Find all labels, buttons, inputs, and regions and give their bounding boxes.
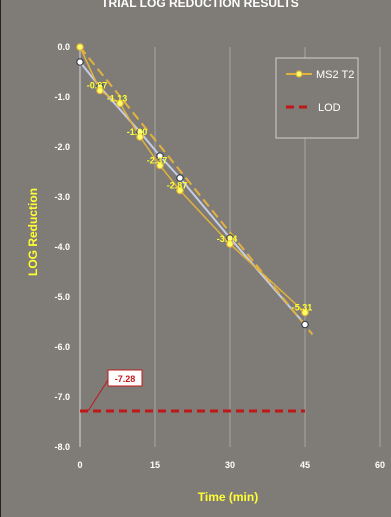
ms2-point (226, 240, 234, 248)
legend-marker-ms2 (295, 70, 303, 78)
ms2-series-line (79, 46, 306, 314)
x-axis-title: Time (min) (198, 490, 258, 504)
lod-callout-leader (87, 379, 109, 412)
ms2-data-label: -1.13 (107, 94, 128, 104)
labels-layer: -0.87 -1.13 -1.80 -2.37 -2.87 -3.94 -5.31 (87, 81, 313, 313)
legend: MS2 T2 LOD (275, 57, 359, 139)
x-tick-label: 30 (225, 460, 235, 470)
x-tick-label: 15 (150, 460, 160, 470)
x-tick-label: 60 (375, 460, 385, 470)
ms2-data-label: -3.94 (217, 234, 238, 244)
ms2-point (136, 133, 144, 141)
ms2-point (116, 99, 124, 108)
ms2-data-label: -0.87 (87, 81, 108, 91)
ms2-point (301, 308, 309, 317)
axes-layer: 0.0 -1.0 -2.0 -3.0 -4.0 -5.0 -6.0 -7.0 -8.0 0 15 30… (54, 42, 385, 470)
lod-callout-box (107, 369, 143, 387)
ms2-data-label: -1.80 (127, 127, 148, 137)
ms2-point (156, 161, 164, 170)
measured-point (176, 174, 184, 182)
y-tick-label: 0.0 (57, 42, 70, 52)
ms2-point (96, 86, 104, 95)
y-tick-label: -8.0 (54, 442, 70, 452)
legend-label-ms2: MS2 T2 (316, 69, 354, 81)
y-tick-label: -5.0 (54, 292, 70, 302)
y-tick-label: -4.0 (54, 242, 70, 252)
y-tick-label: -1.0 (54, 92, 70, 102)
series-layer (76, 43, 314, 413)
lod-callout: -7.28 (87, 369, 143, 412)
y-tick-label: -3.0 (54, 192, 70, 202)
y-tick-label: -6.0 (54, 342, 70, 352)
ms2-point (176, 186, 184, 195)
y-tick-label: -7.0 (54, 392, 70, 402)
legend-label-lod: LOD (318, 102, 341, 114)
ms2-trend-line (79, 46, 314, 336)
measured-point (76, 58, 84, 66)
chart-title: TRIAL LOG REDUCTION RESULTS (101, 0, 299, 10)
x-tick-label: 0 (77, 460, 82, 470)
measured-point (301, 320, 309, 329)
lod-callout-text: -7.28 (115, 374, 136, 384)
ms2-data-label: -5.31 (292, 303, 313, 313)
ms2-data-label: -2.37 (147, 156, 168, 166)
x-tick-label: 45 (300, 460, 310, 470)
y-tick-label: -2.0 (54, 142, 70, 152)
measured-point (156, 152, 164, 160)
ms2-data-label: -2.87 (167, 181, 188, 191)
legend-box (275, 57, 359, 139)
y-axis-title: LOG Reduction (26, 188, 40, 276)
ms2-point (76, 43, 84, 51)
